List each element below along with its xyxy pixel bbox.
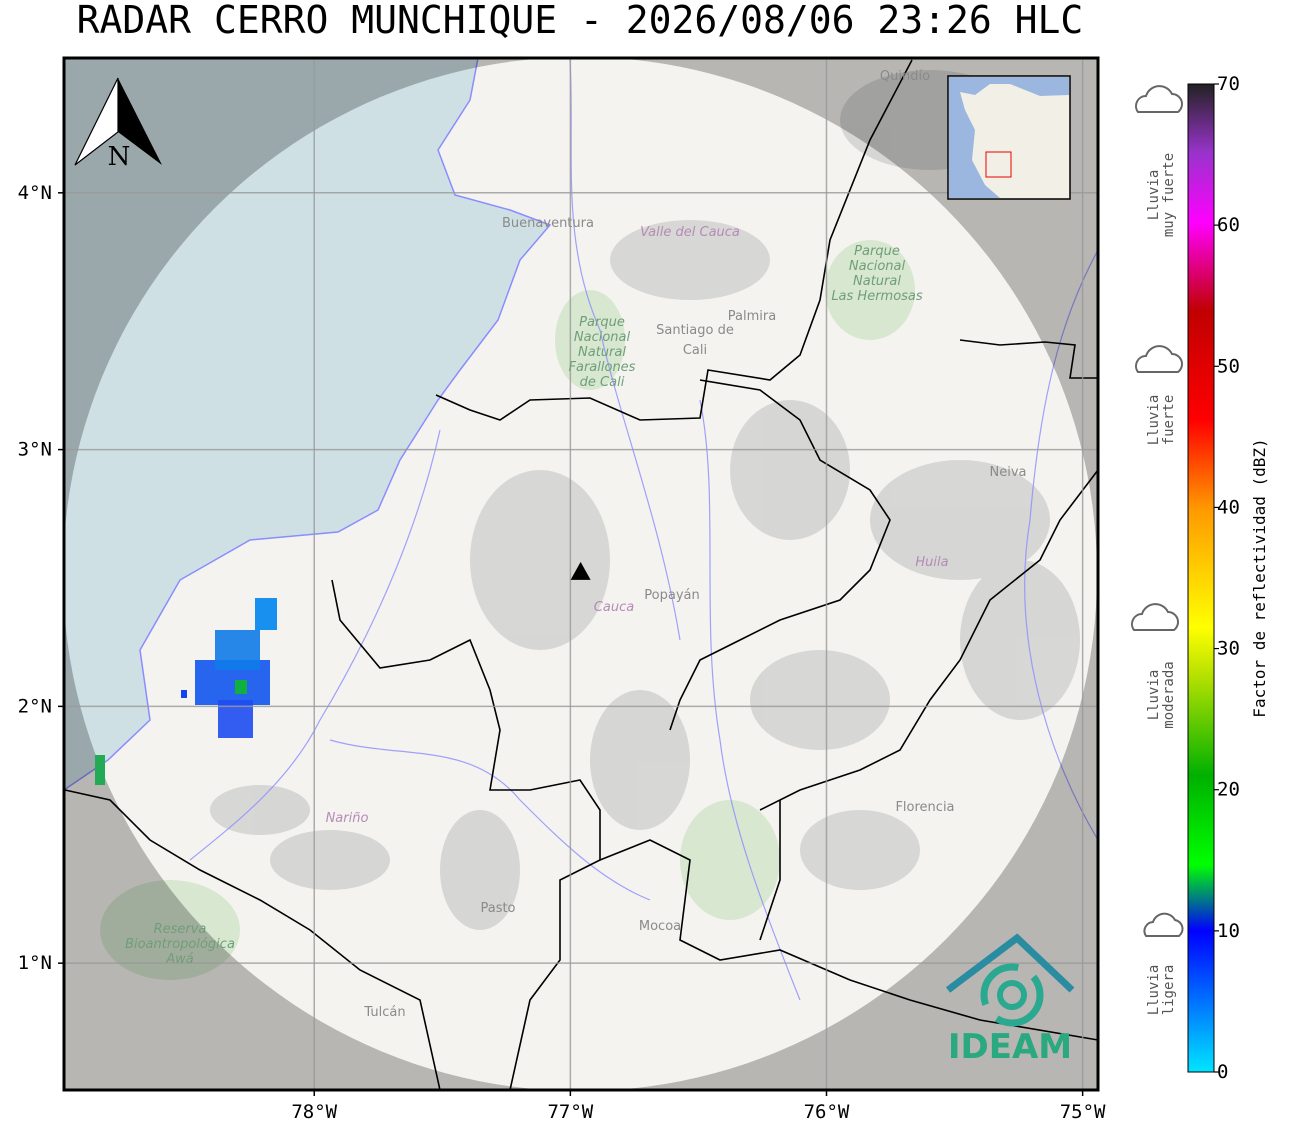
inset-map: [947, 75, 1071, 200]
place-label-line: Awá: [165, 952, 194, 967]
y-tick-label: 1°N: [18, 952, 52, 974]
radar-site: [570, 561, 591, 580]
inset-sea: [949, 77, 1069, 198]
place-label-line: Natural: [853, 274, 901, 289]
place-label-line: Farallones: [569, 360, 636, 375]
logo: IDEAM: [945, 933, 1075, 1067]
rain-category-line: Lluvia: [1146, 965, 1162, 1016]
place-label-line: Pasto: [480, 901, 515, 916]
place-label-line: Natural: [578, 345, 626, 360]
colorbar-tick-label: 70: [1217, 73, 1240, 95]
place-label-line: Popayán: [644, 588, 699, 603]
inset-extent: [985, 151, 1012, 178]
place-label-line: Cauca: [594, 600, 634, 615]
rain-category-label: Lluvialigera: [1146, 965, 1177, 1016]
park-areas: [100, 240, 915, 980]
place-label-line: Las Hermosas: [831, 289, 923, 304]
place-label-line: Bioantropológica: [125, 937, 235, 952]
title: RADAR CERRO MUNCHIQUE - 2026/08/06 23:26…: [77, 0, 1084, 42]
x-tick-label: 75°W: [1060, 1101, 1106, 1123]
place-label: Cauca: [594, 600, 634, 615]
rain-category-label: Lluviafuerte: [1146, 395, 1177, 446]
place-label: Parque Nacional Natural Las Hermosas: [831, 244, 923, 304]
place-label-line: Reserva: [154, 922, 207, 937]
rivers: [189, 59, 1098, 1001]
place-label-line: Nacional: [574, 330, 631, 345]
north-label: N: [108, 142, 131, 172]
y-tick-label: 3°N: [18, 439, 52, 461]
colorbar-tick-label: 10: [1217, 920, 1240, 942]
place-label: Buenaventura: [502, 216, 594, 231]
place-label-line: Nariño: [326, 811, 369, 826]
place-label-line: Parque: [579, 315, 625, 330]
rain-category-line: Lluvia: [1146, 670, 1162, 721]
overlay: Quindío Buenaventura Valle del Cauca Palmir…: [125, 69, 1026, 1020]
place-label-line: Buenaventura: [502, 216, 594, 231]
rain-category-line: muy fuerte: [1161, 153, 1177, 237]
place-label: Quindío: [880, 69, 930, 84]
logo-text: IDEAM: [948, 1027, 1072, 1067]
graticule: [64, 58, 1098, 1090]
place-label: Mocoa: [639, 919, 681, 934]
place-label: Nariño: [326, 811, 369, 826]
colorbar-tick-label: 40: [1217, 496, 1240, 518]
rain-icons: [1131, 85, 1184, 937]
colorbar-tick-label: 50: [1217, 355, 1240, 377]
place-label-line: Neiva: [990, 465, 1027, 480]
north-arrow: N: [74, 77, 162, 172]
x-tick-label: 77°W: [547, 1101, 593, 1123]
place-label: Huila: [915, 555, 948, 570]
map-frame: [62, 56, 1100, 1092]
place-label: Palmira: [728, 309, 776, 324]
place-label-line: Parque: [854, 244, 900, 259]
place-label: Parque Nacional Natural Farallones de Cali: [569, 315, 636, 390]
place-label-line: Quindío: [880, 69, 930, 84]
x-tick-label: 76°W: [804, 1101, 850, 1123]
colorbar-tick-label: 0: [1217, 1061, 1228, 1083]
place-label: Valle del Cauca: [640, 225, 740, 240]
place-label-line: Mocoa: [639, 919, 681, 934]
place-label-line: Palmira: [728, 309, 776, 324]
place-label-line: Tulcán: [363, 1005, 405, 1020]
place-label-line: Huila: [915, 555, 948, 570]
place-label-line: de Cali: [580, 375, 625, 390]
y-tick-label: 4°N: [18, 182, 52, 204]
place-label: Pasto: [480, 901, 515, 916]
colorbar: [1187, 83, 1215, 1073]
place-label-line: Nacional: [849, 259, 906, 274]
place-label: Florencia: [895, 800, 954, 815]
place-label: Santiago de Cali: [656, 323, 734, 358]
place-label-line: Florencia: [895, 800, 954, 815]
sea: [64, 58, 552, 791]
colorbar-tick-label: 30: [1217, 638, 1240, 660]
rain-category-line: Lluvia: [1146, 395, 1162, 446]
colorbar-tick-label: 60: [1217, 214, 1240, 236]
colorbar-tick-label: 20: [1217, 779, 1240, 801]
terrain-patches: [210, 70, 1080, 930]
rain-category-label: Lluviamoderada: [1146, 661, 1177, 728]
rain-category-line: ligera: [1161, 965, 1177, 1016]
x-tick-label: 78°W: [291, 1101, 337, 1123]
place-label-line: Cali: [683, 343, 707, 358]
borders: [64, 59, 1098, 1090]
rain-category-line: moderada: [1161, 661, 1177, 728]
place-label-line: Valle del Cauca: [640, 225, 740, 240]
place-label: Popayán: [644, 588, 699, 603]
rain-category-line: Lluvia: [1146, 170, 1162, 221]
place-label: Tulcán: [363, 1005, 405, 1020]
rain-category-label: Lluviamuy fuerte: [1146, 153, 1177, 237]
place-label-line: Santiago de: [656, 323, 734, 338]
y-tick-label: 2°N: [18, 695, 52, 717]
colorbar-label: Factor de reflectividad (dBZ): [1250, 438, 1269, 717]
place-label: Reserva Bioantropológica Awá: [125, 922, 235, 967]
rain-category-line: fuerte: [1161, 395, 1177, 446]
place-label: Neiva: [990, 465, 1027, 480]
